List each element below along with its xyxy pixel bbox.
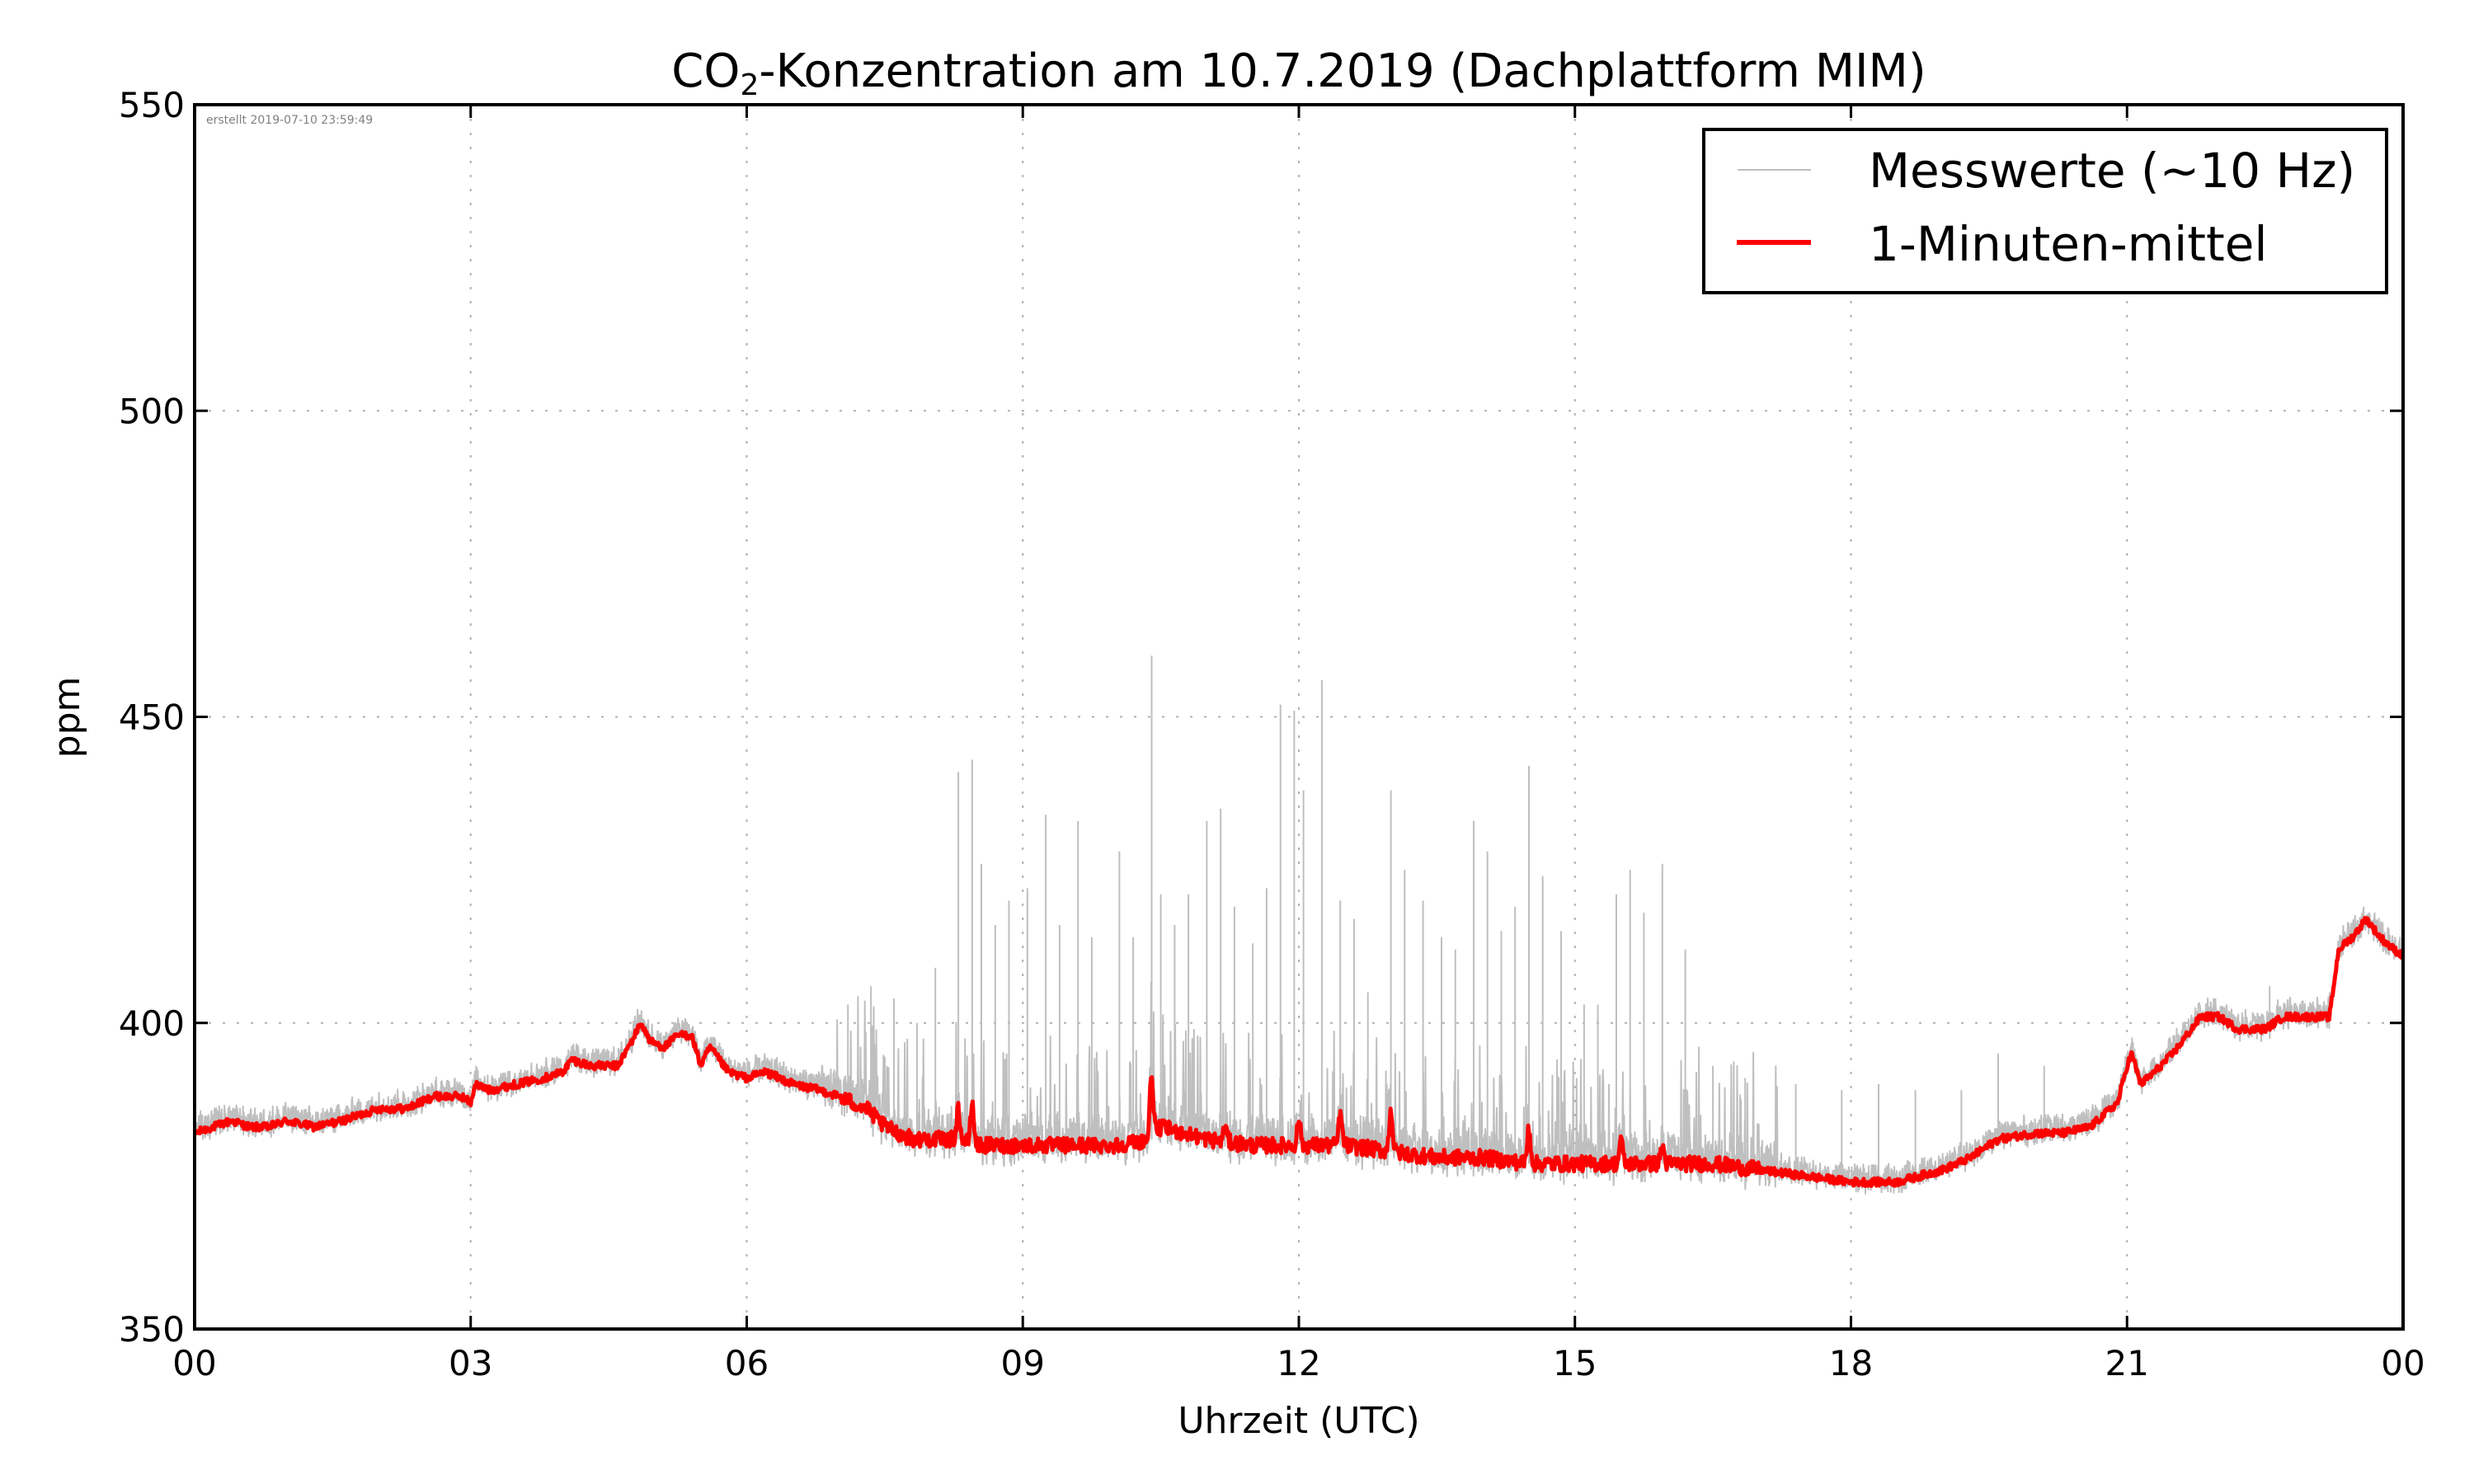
x-tick-label: 15	[1553, 1343, 1597, 1383]
y-tick-label: 350	[119, 1309, 185, 1350]
y-tick-label: 550	[119, 85, 185, 125]
x-tick-label: 06	[725, 1343, 769, 1383]
legend-label-messwerte: Messwerte (~10 Hz)	[1869, 143, 2355, 199]
x-tick-label: 21	[2105, 1343, 2149, 1383]
x-tick-label: 00	[172, 1343, 216, 1383]
x-tick-label: 03	[449, 1343, 492, 1383]
title-subscript: 2	[740, 68, 759, 102]
chart-title: CO2-Konzentration am 10.7.2019 (Dachplat…	[671, 45, 1926, 102]
x-tick-label: 00	[2381, 1343, 2425, 1383]
title-suffix: -Konzentration am 10.7.2019 (Dachplattfo…	[759, 45, 1926, 98]
y-tick-labels: 350 400 450 500 550	[119, 85, 185, 1350]
x-tick-label: 09	[1001, 1343, 1045, 1383]
legend: Messwerte (~10 Hz) 1-Minuten-mittel	[1702, 128, 2388, 294]
legend-label-1-minuten-mittel: 1-Minuten-mittel	[1869, 216, 2268, 272]
x-tick-labels: 00 03 06 09 12 15 18 21 00	[172, 1343, 2425, 1383]
axis-ticks	[193, 103, 2405, 1331]
y-tick-label: 500	[119, 391, 185, 431]
legend-box	[1702, 128, 2388, 294]
x-tick-label: 12	[1277, 1343, 1320, 1383]
x-axis-label: Uhrzeit (UTC)	[1178, 1400, 1419, 1442]
title-prefix: CO	[671, 45, 740, 98]
y-tick-label: 450	[119, 697, 185, 738]
created-timestamp: erstellt 2019-07-10 23:59:49	[206, 114, 373, 127]
y-tick-label: 400	[119, 1003, 185, 1044]
y-axis-label: ppm	[46, 677, 88, 758]
x-tick-label: 18	[1829, 1343, 1873, 1383]
series-line-1-minuten-mittel	[195, 915, 2403, 1188]
